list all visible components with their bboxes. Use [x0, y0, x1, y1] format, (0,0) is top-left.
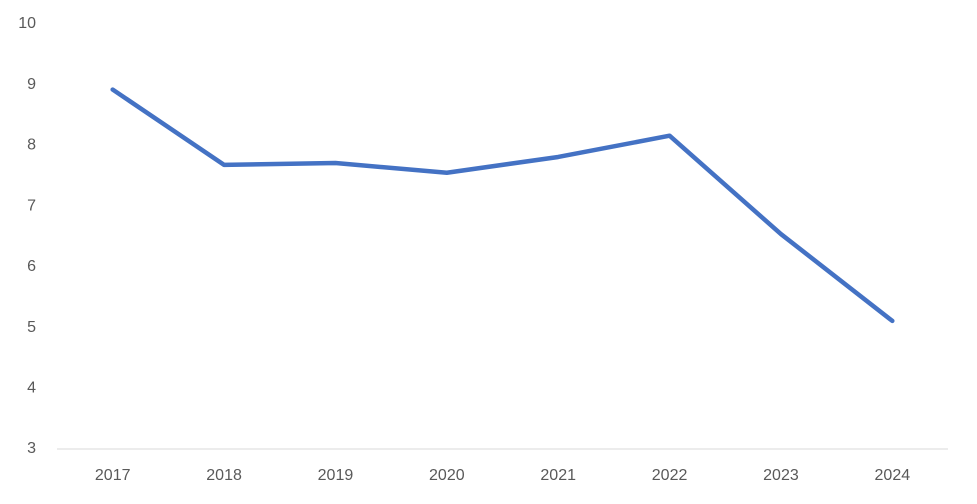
x-tick-label: 2021	[540, 467, 576, 484]
line-series	[110, 87, 895, 324]
x-tick-label: 2023	[763, 467, 799, 484]
x-tick-label: 2018	[206, 467, 242, 484]
y-tick-label: 10	[18, 15, 36, 32]
x-tick-label: 2017	[95, 467, 131, 484]
y-tick-label: 7	[27, 197, 36, 214]
x-tick-label: 2020	[429, 467, 465, 484]
y-tick-label: 3	[27, 440, 36, 457]
y-tick-label: 4	[27, 380, 36, 397]
y-tick-label: 6	[27, 258, 36, 275]
y-tick-label: 5	[27, 319, 36, 336]
x-tick-label: 2024	[875, 467, 911, 484]
y-tick-label: 8	[27, 137, 36, 154]
x-tick-label: 2019	[318, 467, 354, 484]
x-tick-label: 2022	[652, 467, 688, 484]
y-tick-label: 9	[27, 76, 36, 93]
